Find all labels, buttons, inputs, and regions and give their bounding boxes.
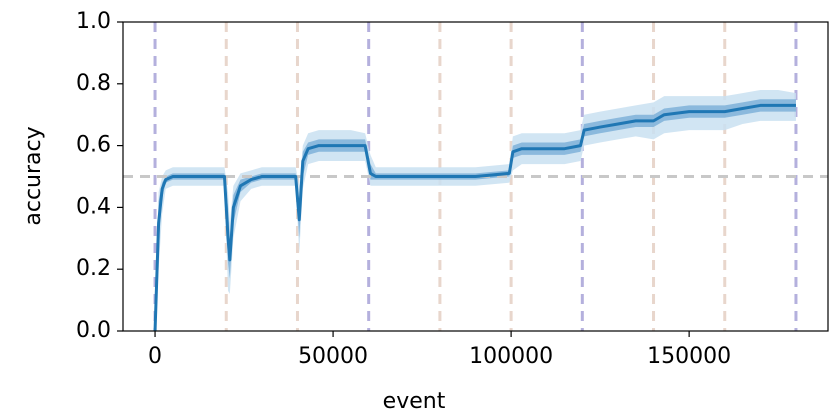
x-tick-label: 150000 xyxy=(647,344,731,369)
y-tick-label: 1.0 xyxy=(76,9,111,34)
x-tick-label: 100000 xyxy=(469,344,553,369)
x-axis-label: event xyxy=(383,389,446,414)
y-axis-label: accuracy xyxy=(21,126,46,225)
y-tick-label: 0.8 xyxy=(76,71,111,96)
y-tick-label: 0.0 xyxy=(76,318,111,343)
x-tick-label: 50000 xyxy=(298,344,368,369)
y-tick-label: 0.6 xyxy=(76,133,111,158)
plot-area xyxy=(123,22,828,331)
confidence-band xyxy=(155,89,796,331)
axes-frame xyxy=(122,21,829,332)
y-tick-label: 0.2 xyxy=(76,256,111,281)
mean-line xyxy=(153,103,796,331)
x-tick-label: 0 xyxy=(148,344,162,369)
confidence-band xyxy=(155,99,796,331)
y-tick-label: 0.4 xyxy=(76,194,111,219)
